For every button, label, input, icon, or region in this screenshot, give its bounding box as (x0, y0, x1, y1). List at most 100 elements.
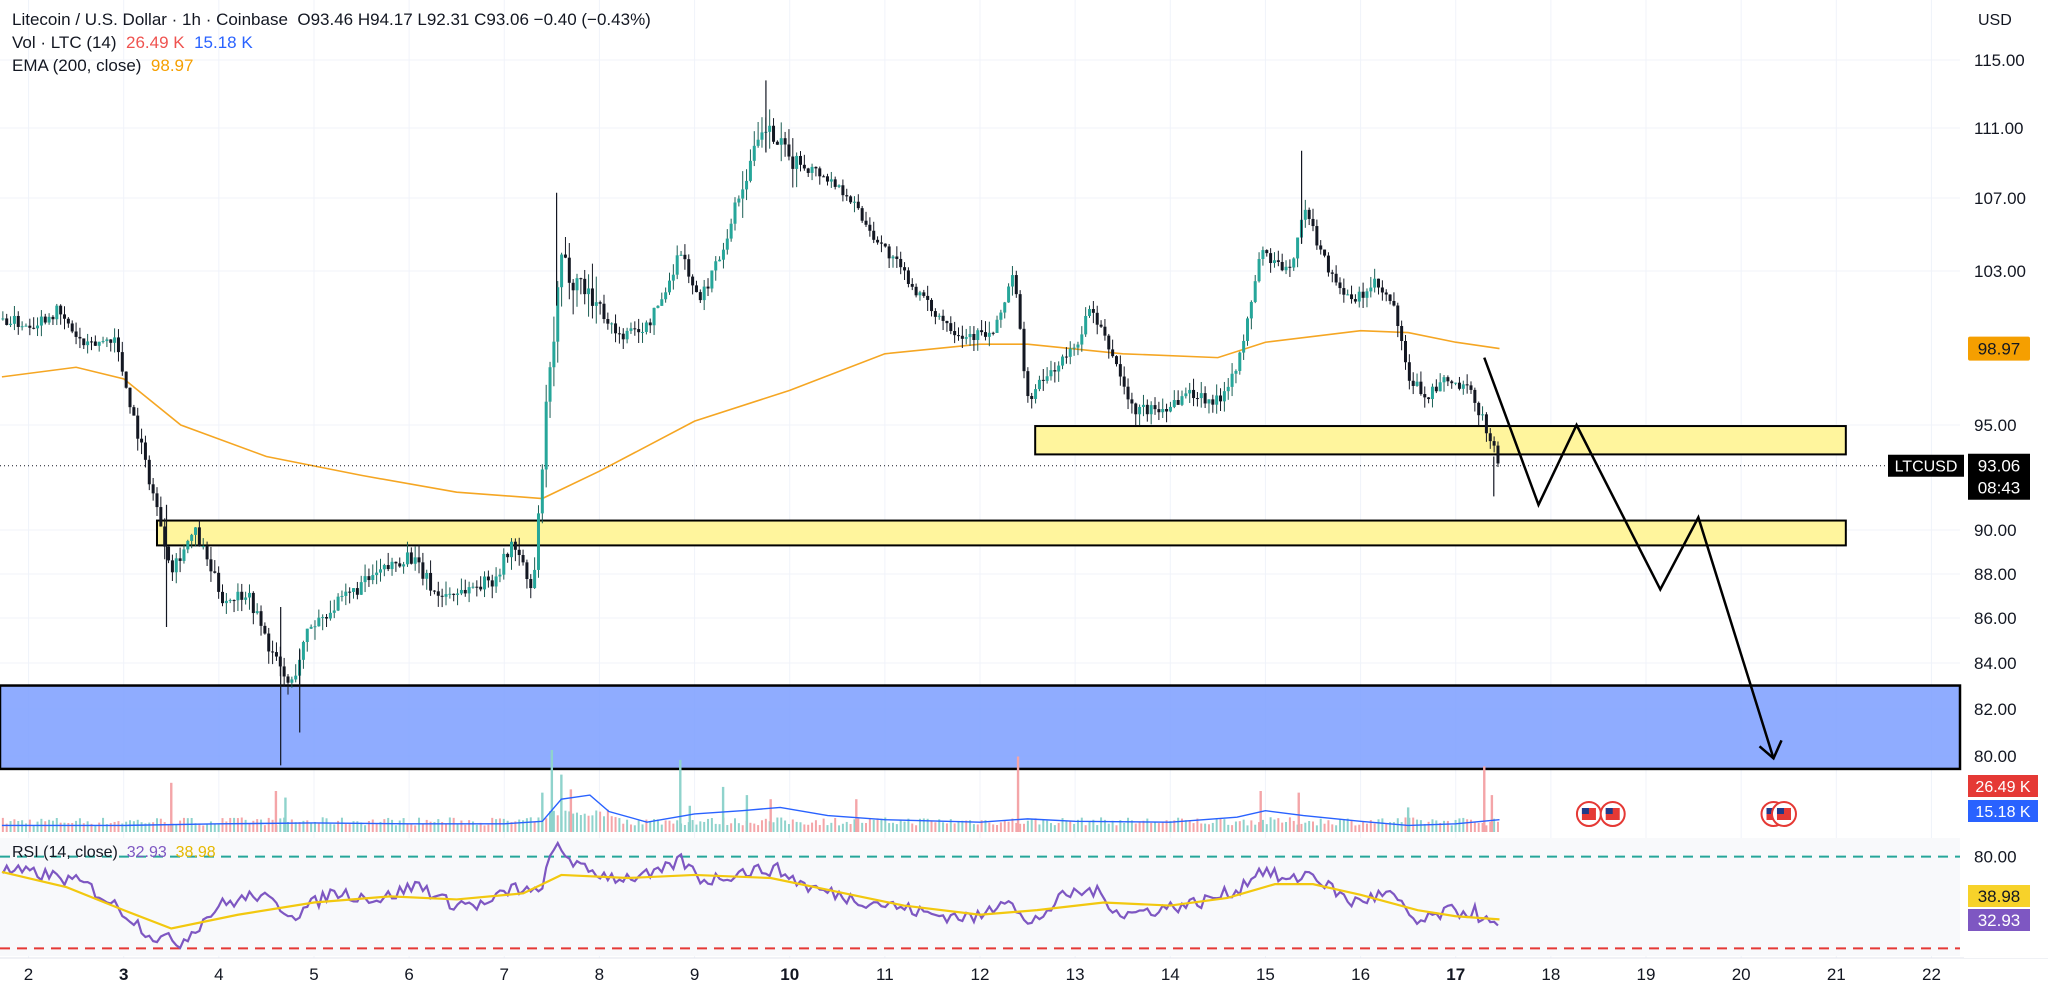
candle-up (1357, 291, 1361, 302)
ema-200-line (1, 329, 1500, 500)
candle-up (456, 593, 460, 595)
ema-legend-row[interactable]: EMA (200, close) 98.97 (12, 54, 651, 77)
candle-up (552, 341, 556, 368)
candle-down (1319, 245, 1323, 250)
candle-up (725, 238, 729, 250)
candle-up (675, 255, 679, 275)
resistance-zone (1034, 425, 1847, 456)
candle-down (1403, 340, 1407, 363)
candle-up (1346, 294, 1350, 296)
candle-down (170, 560, 174, 573)
time-axis-tick: 17 (1446, 965, 1465, 984)
candle-down (513, 541, 517, 550)
candle-down (59, 305, 63, 315)
candle-up (760, 132, 764, 140)
candle-up (652, 307, 656, 326)
candle-up (186, 540, 190, 550)
candle-down (529, 578, 533, 589)
candle-up (1373, 278, 1377, 288)
candle-up (625, 330, 629, 340)
volume-pane (1, 750, 1500, 832)
candle-up (1149, 405, 1153, 415)
volume-legend-row[interactable]: Vol · LTC (14) 26.49 K 15.18 K (12, 31, 651, 54)
candle-up (779, 138, 783, 145)
candle-up (413, 557, 417, 564)
candle-down (159, 507, 163, 527)
candle-down (787, 144, 791, 157)
candle-down (286, 676, 290, 683)
candle-down (490, 580, 494, 587)
candle-down (571, 282, 575, 291)
candle-down (436, 591, 440, 596)
candle-down (1330, 272, 1334, 274)
rsi-ma-legend-value: 38.98 (175, 844, 216, 861)
candle-down (941, 315, 945, 321)
candle-down (849, 196, 853, 203)
candle-down (1014, 275, 1018, 295)
candle-down (694, 285, 698, 293)
currency-label[interactable]: USD (1978, 12, 2012, 29)
candle-down (386, 565, 390, 570)
candle-up (363, 576, 367, 583)
candle-up (1454, 382, 1458, 384)
candle-down (1323, 249, 1327, 256)
candle-down (140, 438, 144, 443)
candle-down (802, 164, 806, 169)
candle-up (918, 292, 922, 296)
candle-down (945, 320, 949, 324)
candle-down (1361, 291, 1365, 298)
candle-down (1145, 404, 1149, 415)
candle-up (1249, 301, 1253, 319)
rsi-ma-line (1, 870, 1500, 930)
candle-up (101, 341, 105, 343)
candle-up (1442, 377, 1446, 383)
symbol-title[interactable]: Litecoin / U.S. Dollar · 1h · Coinbase (12, 10, 288, 29)
candle-down (367, 576, 371, 581)
candle-down (1195, 398, 1199, 400)
time-axis[interactable]: 2 3 4 5 6 7 8 9 10 11 12 13 14 15 16 17 18 19 20 21 22 (24, 965, 1941, 984)
candle-up (86, 341, 90, 346)
rsi-line (1, 840, 1499, 950)
candle-down (972, 333, 976, 340)
candles-layer (0, 80, 1960, 766)
candle-up (1141, 404, 1145, 407)
candle-down (1377, 278, 1381, 288)
candle-up (714, 261, 718, 271)
candle-down (860, 208, 864, 221)
rsi-legend[interactable]: RSI (14, close) 32.93 38.98 (12, 844, 216, 862)
candle-up (548, 367, 552, 402)
price-axis[interactable]: 115.00 111.00 107.00 103.00 95.00 90.00 88.00 8… (1888, 0, 2048, 958)
candle-down (1130, 399, 1134, 404)
candle-down (1176, 400, 1180, 405)
candle-down (475, 586, 479, 588)
candle-down (772, 125, 776, 142)
candle-down (872, 230, 876, 240)
candle-up (105, 339, 109, 342)
candle-up (24, 325, 28, 327)
candle-down (32, 327, 36, 329)
candle-up (113, 337, 117, 343)
candle-up (976, 330, 980, 340)
candle-up (301, 642, 305, 660)
candle-down (1134, 403, 1138, 415)
candle-down (822, 176, 826, 178)
rsi-background (0, 838, 1960, 956)
candle-down (429, 572, 433, 591)
candle-down (1477, 402, 1481, 416)
candle-up (752, 145, 756, 161)
candle-down (124, 371, 128, 388)
candle-up (247, 592, 251, 598)
price-zones (0, 425, 1962, 771)
candle-down (825, 176, 829, 182)
candle-down (136, 415, 140, 439)
candle-down (648, 322, 652, 326)
gridlines (0, 0, 2048, 959)
candle-down (217, 572, 221, 592)
symbol-row[interactable]: Litecoin / U.S. Dollar · 1h · Coinbase O… (12, 8, 651, 31)
ema-legend-value: 98.97 (150, 56, 194, 75)
candle-down (868, 224, 872, 231)
ticker-label-bg (1888, 454, 1964, 477)
candle-down (914, 286, 918, 296)
candle-up (371, 575, 375, 581)
